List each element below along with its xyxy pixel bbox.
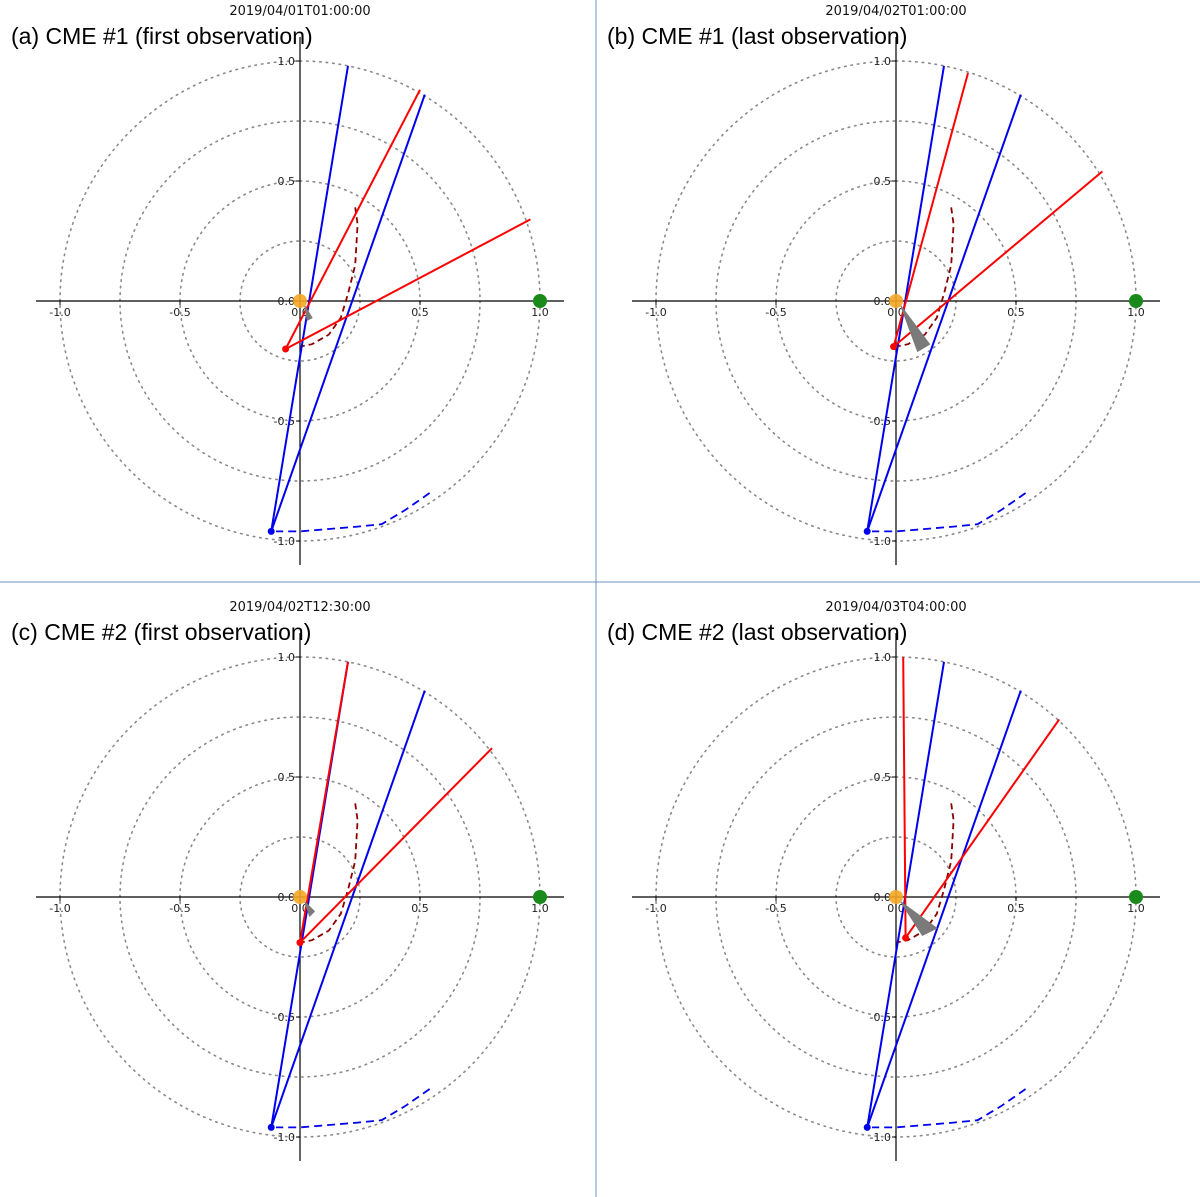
earth-marker [533, 294, 547, 308]
blue-line-of-sight [866, 94, 1022, 532]
y-tick-label: 0.5 [278, 771, 296, 784]
red-line-of-sight [285, 218, 531, 350]
y-tick-label: 0.0 [874, 295, 892, 308]
x-tick-label: 1.0 [1127, 902, 1145, 915]
panel-b: -1.0 -0.5 0.0 0.5 1.0 1.0 0.5 0.0 -0.5 -1.0 2019/0… [607, 4, 1160, 565]
y-tick-label: 0.0 [874, 891, 892, 904]
y-tick-label: 0.0 [278, 295, 296, 308]
x-tick-label: 1.0 [531, 902, 549, 915]
panel-title: (c) CME #2 (first observation) [11, 619, 311, 645]
x-tick-label: 0.0 [887, 902, 905, 915]
panel-title: (b) CME #1 (last observation) [607, 23, 907, 49]
y-tick-label: -0.5 [870, 1011, 891, 1024]
x-tick-label: 0.5 [411, 902, 429, 915]
x-tick-label: -1.0 [49, 902, 70, 915]
panel-title: (d) CME #2 (last observation) [607, 619, 907, 645]
dashed-red-trajectory [895, 207, 955, 348]
timestamp: 2019/04/03T04:00:00 [825, 600, 966, 615]
y-tick-label: -1.0 [870, 1131, 891, 1144]
x-tick-label: 0.5 [411, 306, 429, 319]
timestamp: 2019/04/01T01:00:00 [229, 4, 370, 19]
dashed-red-trajectory [299, 803, 359, 944]
x-tick-label: 0.0 [887, 306, 905, 319]
x-tick-label: 1.0 [531, 306, 549, 319]
red-line-of-sight [904, 718, 1061, 939]
red-line-of-sight [892, 72, 969, 347]
x-tick-label: -0.5 [169, 306, 190, 319]
blue-observer-marker [863, 527, 871, 535]
x-tick-label: 0.0 [291, 306, 309, 319]
dashed-blue-trajectory [276, 492, 431, 533]
y-tick-label: 0.0 [278, 891, 296, 904]
y-tick-label: -1.0 [274, 535, 295, 548]
cme-cone [304, 901, 316, 918]
y-tick-label: 0.5 [874, 771, 892, 784]
sun-marker [293, 294, 307, 308]
blue-line-of-sight [866, 690, 1022, 1128]
x-tick-label: 0.5 [1007, 902, 1025, 915]
red-line-of-sight [902, 656, 907, 938]
sun-marker [293, 890, 307, 904]
earth-marker [1129, 294, 1143, 308]
red-observer-marker [890, 343, 898, 351]
x-tick-label: -1.0 [49, 306, 70, 319]
panel-a: -1.0 -0.5 0.0 0.5 1.0 1.0 0.5 0.0 -0.5 -1.0 2019/0… [11, 4, 564, 565]
timestamp: 2019/04/02T12:30:00 [229, 600, 370, 615]
sun-marker [889, 890, 903, 904]
dashed-red-trajectory [895, 803, 955, 944]
red-observer-marker [282, 345, 290, 353]
y-tick-label: 1.0 [278, 55, 296, 68]
x-tick-label: -1.0 [645, 306, 666, 319]
y-tick-label: 0.5 [874, 175, 892, 188]
y-tick-label: -0.5 [274, 1011, 295, 1024]
x-tick-label: -0.5 [765, 306, 786, 319]
panel-c: -1.0 -0.5 0.0 0.5 1.01.00.50.0-0.5-1.02019/0… [11, 600, 564, 1161]
timestamp: 2019/04/02T01:00:00 [825, 4, 966, 19]
blue-line-of-sight [866, 65, 945, 532]
blue-line-of-sight [270, 65, 349, 532]
x-tick-label: -0.5 [169, 902, 190, 915]
x-tick-label: 1.0 [1127, 306, 1145, 319]
x-tick-label: 0.5 [1007, 306, 1025, 319]
dashed-blue-trajectory [872, 492, 1027, 533]
red-line-of-sight [284, 89, 421, 350]
x-tick-label: -0.5 [765, 902, 786, 915]
dashed-blue-trajectory [872, 1088, 1027, 1129]
y-tick-label: 1.0 [278, 651, 296, 664]
blue-line-of-sight [270, 94, 426, 532]
blue-observer-marker [267, 527, 275, 535]
red-line-of-sight [892, 170, 1104, 348]
y-tick-label: 1.0 [874, 651, 892, 664]
red-line-of-sight [299, 747, 493, 944]
y-tick-label: 1.0 [874, 55, 892, 68]
red-line-of-sight [299, 661, 349, 943]
x-tick-label: -1.0 [645, 902, 666, 915]
y-tick-label: 0.5 [278, 175, 296, 188]
cme-cone [900, 305, 931, 353]
earth-marker [1129, 890, 1143, 904]
panel-d: -1.0 -0.5 0.0 0.5 1.0 1.0 0.5 0.0 -0.5 -1.0 2019/0… [607, 600, 1160, 1161]
blue-observer-marker [863, 1123, 871, 1131]
cme-cone [304, 305, 313, 321]
y-tick-label: -0.5 [274, 415, 295, 428]
red-observer-marker [902, 934, 910, 942]
y-tick-label: -0.5 [870, 415, 891, 428]
panel-title: (a) CME #1 (first observation) [11, 23, 313, 49]
earth-marker [533, 890, 547, 904]
blue-line-of-sight [270, 690, 426, 1128]
dashed-red-trajectory [299, 207, 359, 348]
dashed-blue-trajectory [276, 1088, 431, 1129]
y-tick-label: -1.0 [870, 535, 891, 548]
sun-marker [889, 294, 903, 308]
y-tick-label: -1.0 [274, 1131, 295, 1144]
blue-observer-marker [267, 1123, 275, 1131]
red-observer-marker [296, 939, 304, 947]
cme-cone [900, 901, 938, 937]
